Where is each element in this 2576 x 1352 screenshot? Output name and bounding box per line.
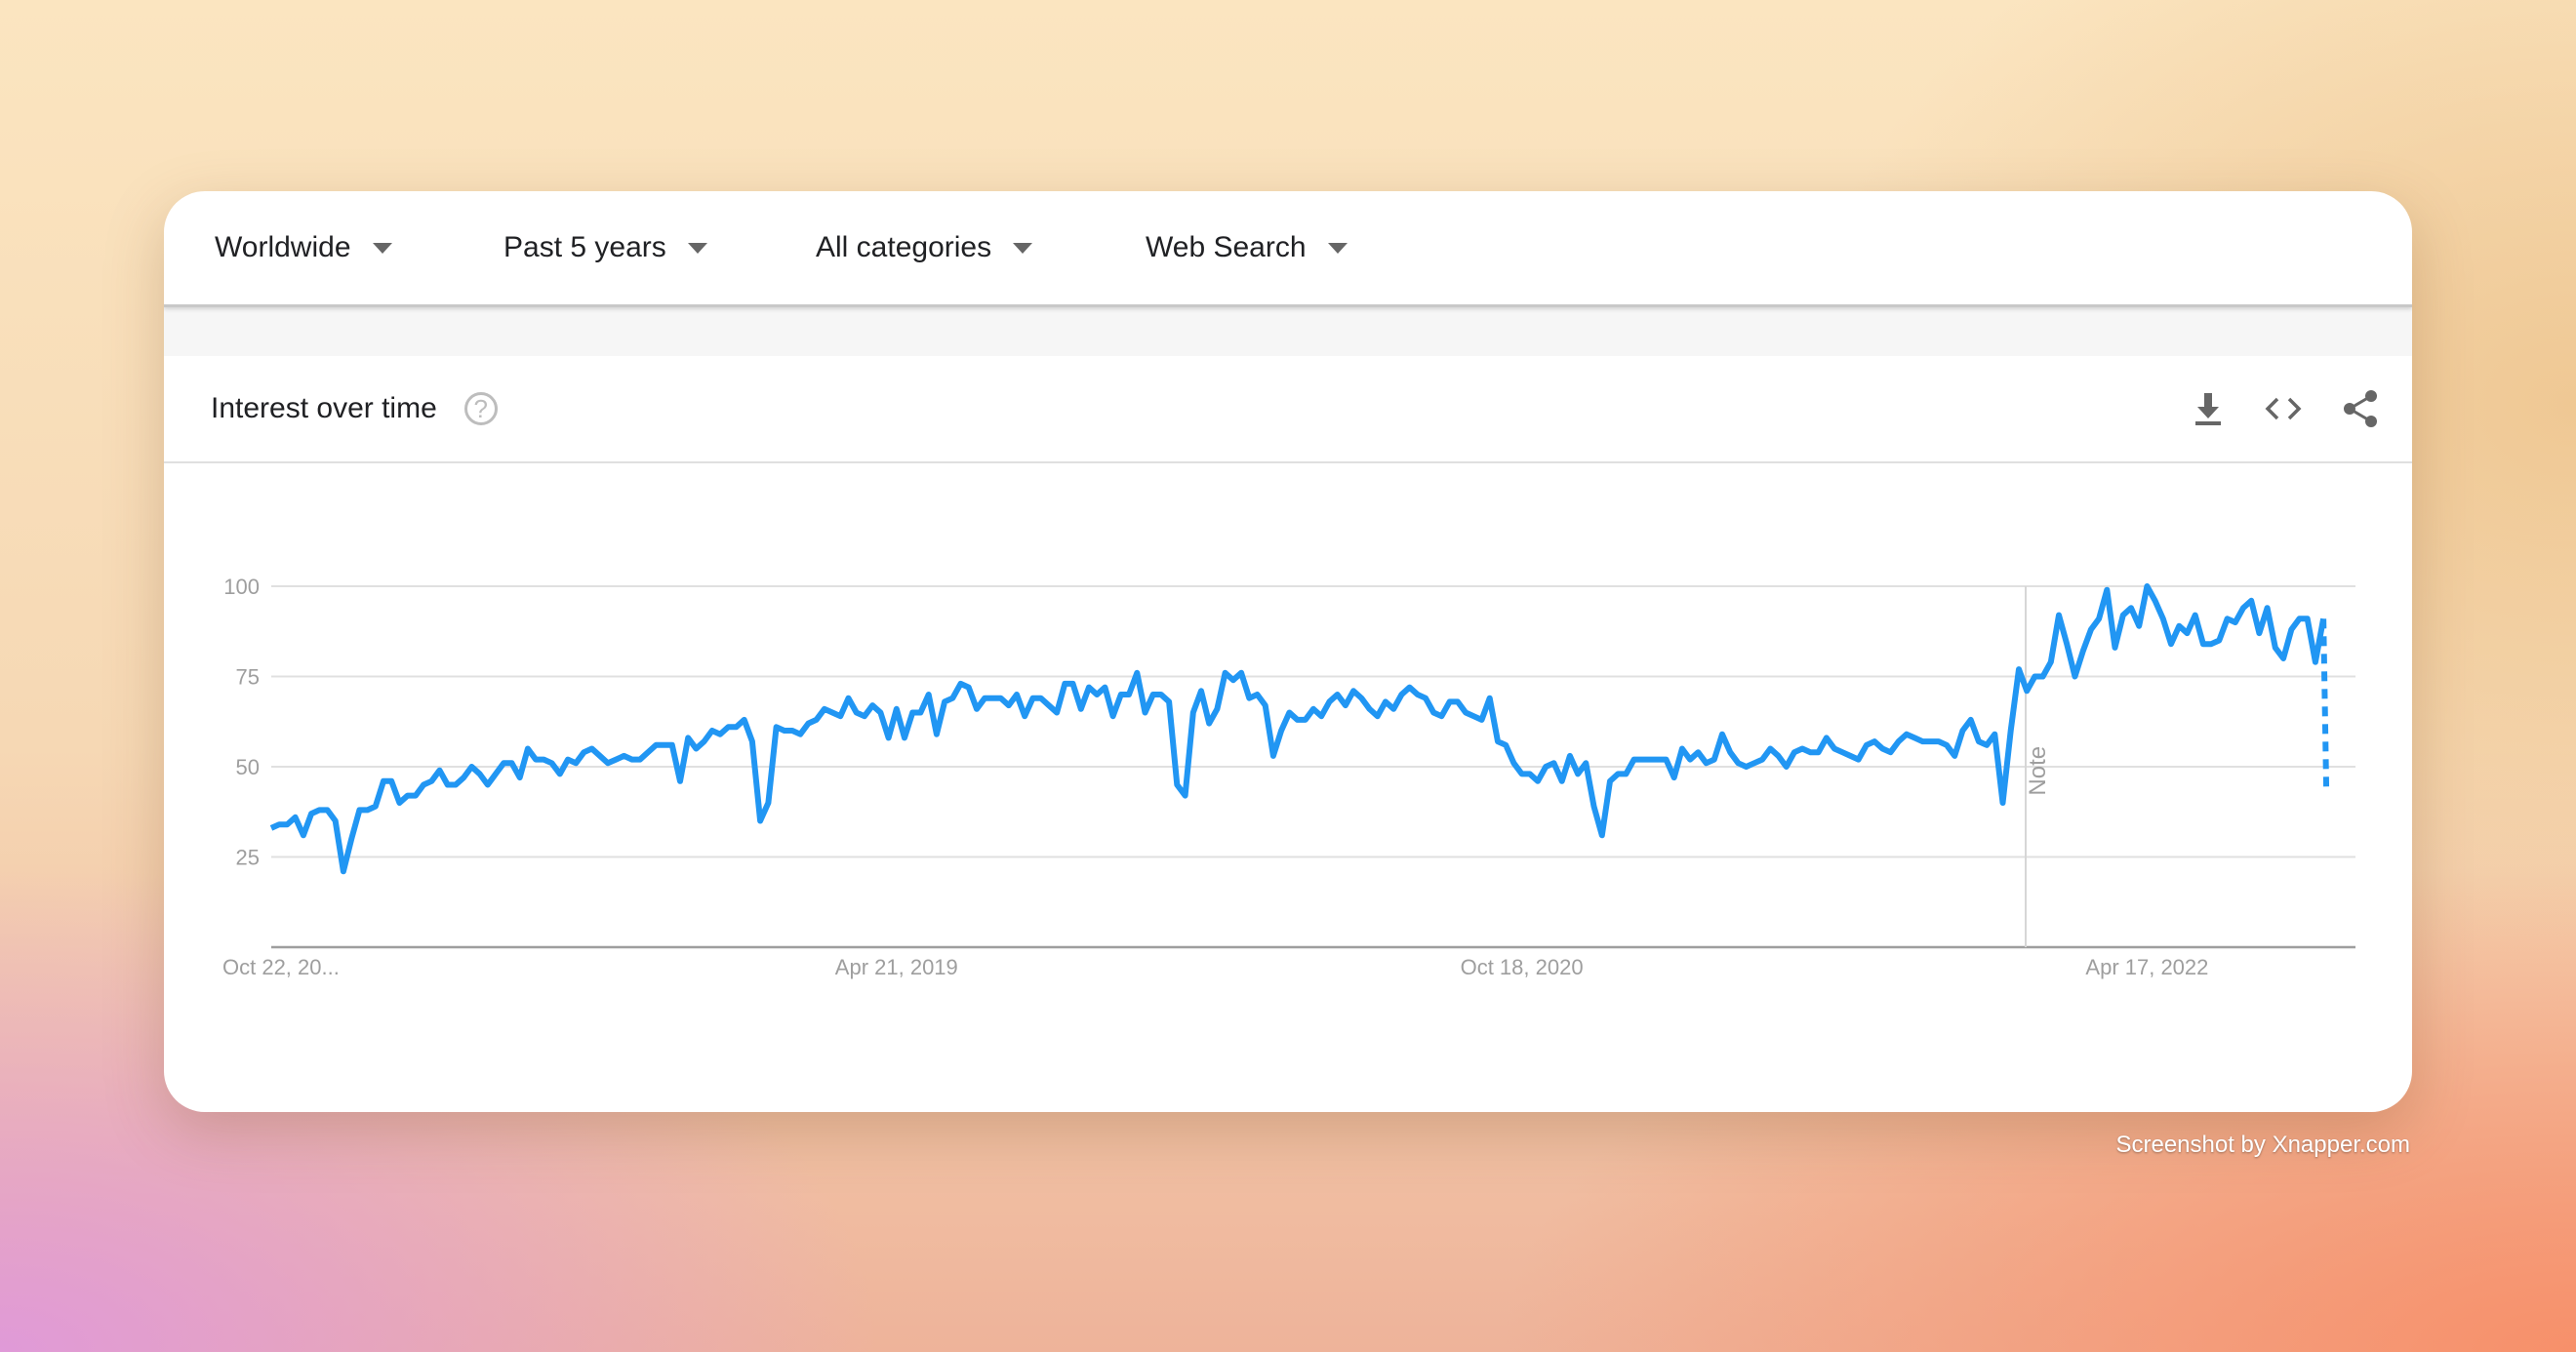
category-dropdown[interactable]: All categories [816, 231, 1146, 264]
y-tick-label: 50 [236, 755, 260, 779]
interest-over-time-card: Worldwide Past 5 years All categories We… [164, 191, 2412, 1112]
y-tick-label: 100 [223, 575, 260, 599]
code-icon[interactable] [2264, 394, 2303, 423]
time-range-dropdown[interactable]: Past 5 years [503, 231, 816, 264]
divider-band [164, 307, 2412, 356]
category-label: All categories [816, 231, 992, 263]
search-type-label: Web Search [1146, 231, 1307, 263]
x-tick-label: Oct 22, 20... [222, 955, 340, 979]
caret-down-icon [1013, 242, 1033, 254]
caret-down-icon [372, 242, 392, 254]
caret-down-icon [687, 242, 707, 254]
share-icon[interactable] [2342, 389, 2379, 428]
interest-series-line [269, 583, 2327, 875]
x-tick-label: Oct 18, 2020 [1461, 955, 1584, 979]
region-dropdown[interactable]: Worldwide [215, 231, 503, 264]
y-tick-label: 75 [236, 665, 260, 690]
watermark-caption: Screenshot by Xnapper.com [2115, 1132, 2410, 1158]
interest-line-chart: 25 50 75 100 Oct 22, 20... Apr 21, 2019 Oct 18… [222, 575, 2355, 979]
section-header: Interest over time ? [164, 356, 2412, 463]
section-title: Interest over time [211, 392, 437, 424]
filter-bar: Worldwide Past 5 years All categories We… [164, 191, 2412, 307]
x-tick-label: Apr 17, 2022 [2085, 955, 2208, 979]
y-tick-label: 25 [236, 846, 260, 870]
search-type-dropdown[interactable]: Web Search [1146, 231, 1348, 264]
help-circle-icon[interactable]: ? [463, 392, 498, 425]
x-tick-label: Apr 21, 2019 [835, 955, 958, 979]
download-icon[interactable] [2192, 391, 2225, 426]
chart-actions [2192, 389, 2379, 428]
note-label: Note [2025, 746, 2051, 796]
region-label: Worldwide [215, 231, 351, 263]
caret-down-icon [1327, 242, 1348, 254]
partial-data-line [2320, 618, 2330, 792]
time-range-label: Past 5 years [503, 231, 666, 263]
